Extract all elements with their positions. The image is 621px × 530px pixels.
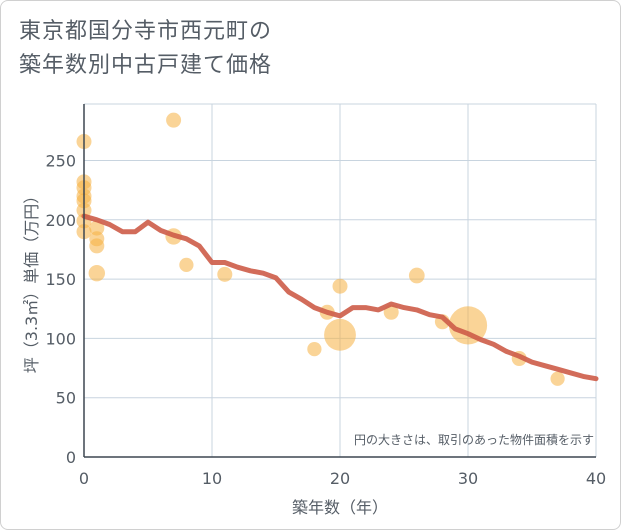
grid-lines [84, 103, 597, 457]
y-axis-label: 坪（3.3㎡）単価（万円） [22, 188, 41, 373]
axes [83, 104, 596, 458]
bubble-size-note: 円の大きさは、取引のあった物件面積を示す [354, 432, 594, 447]
bubble-point-15 [217, 266, 233, 282]
y-tick-label-250: 250 [45, 152, 76, 171]
bubble-point-14 [179, 257, 194, 272]
x-tick-label-40: 40 [586, 469, 606, 488]
x-tick-label-20: 20 [330, 469, 350, 488]
chart-title-line-2: 築年数別中古戸建て価格 [19, 53, 273, 78]
chart-title-line-1: 東京都国分寺市西元町の [19, 19, 273, 44]
bubble-point-16 [307, 341, 322, 357]
y-tick-label-150: 150 [45, 270, 76, 289]
bubble-point-23 [448, 306, 488, 345]
y-tick-label-0: 0 [66, 448, 76, 467]
y-tick-label-50: 50 [56, 389, 76, 408]
bubble-point-25 [550, 371, 565, 386]
bubble-point-18 [332, 278, 348, 294]
tick-labels: 0 10 20 30 40 0 50 100 150 200 250 [45, 152, 606, 489]
bubble-point-21 [408, 267, 425, 284]
bubble-series [76, 112, 565, 386]
bubble-point-20 [383, 304, 399, 320]
x-tick-label-30: 30 [458, 469, 478, 488]
bubble-point-11 [88, 264, 106, 282]
x-axis-label: 築年数（年） [292, 498, 388, 517]
bubble-point-19 [324, 318, 356, 351]
trend-line [81, 213, 599, 382]
x-tick-label-10: 10 [202, 469, 222, 488]
bubble-point-8 [89, 220, 105, 236]
bubble-point-12 [166, 112, 182, 128]
bubble-point-10 [89, 238, 105, 254]
y-tick-label-200: 200 [45, 211, 76, 230]
y-tick-label-100: 100 [45, 329, 76, 348]
trend-line-group [81, 213, 599, 382]
x-tick-label-0: 0 [79, 469, 89, 488]
chart-title: 東京都国分寺市西元町の 築年数別中古戸建て価格 [19, 15, 272, 83]
